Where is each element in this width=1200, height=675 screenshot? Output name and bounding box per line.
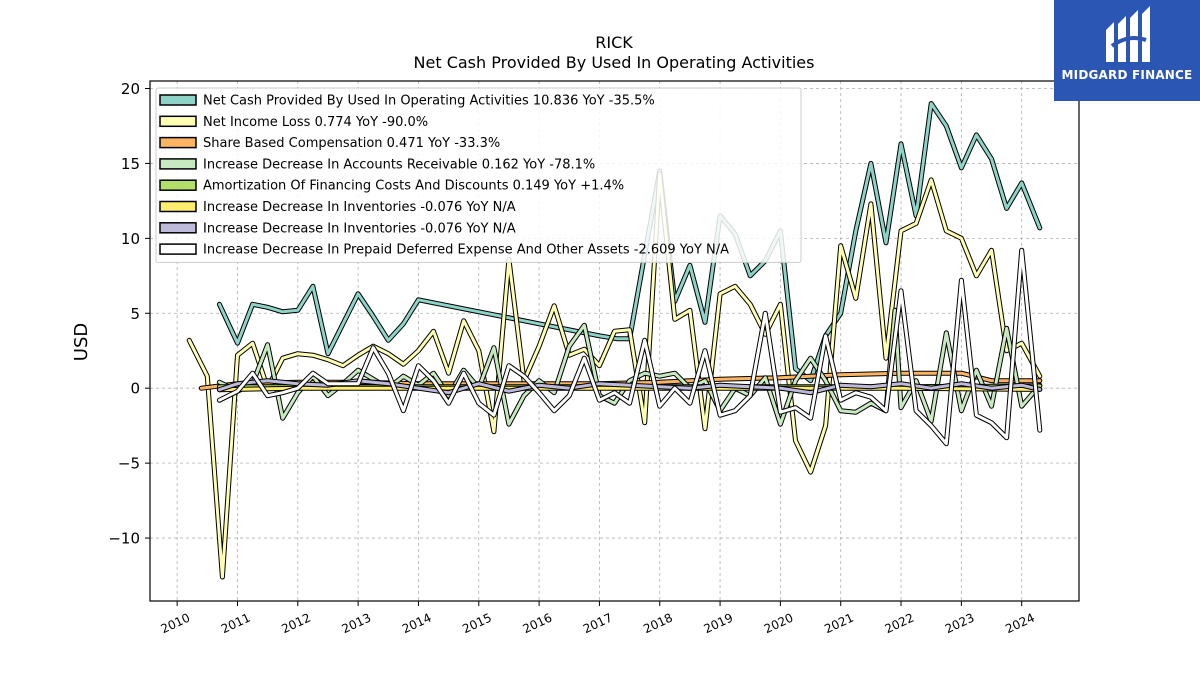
midgard-logo-icon: [1106, 6, 1150, 62]
legend-label-7: Increase Decrease In Prepaid Deferred Ex…: [203, 243, 729, 258]
y-tick-label: 5: [130, 305, 140, 323]
x-tick-label: 2023: [943, 611, 977, 637]
legend-box: [155, 87, 802, 263]
legend-swatch-2: [159, 136, 197, 149]
legend-swatch-6: [159, 222, 197, 234]
plot-frame: [149, 80, 1080, 602]
y-axis-label: USD: [71, 323, 92, 361]
legend-label-4: Amortization Of Financing Costs And Disc…: [203, 179, 624, 194]
x-tick-label: 2021: [822, 611, 856, 637]
x-tick-label: 2017: [581, 611, 615, 637]
x-tick-label: 2014: [400, 611, 434, 637]
x-tick-label: 2020: [762, 611, 796, 637]
x-tick-label: 2011: [219, 611, 253, 637]
series-line-7: [217, 248, 1042, 446]
series-line-0: [217, 102, 1042, 383]
x-tick-label: 2024: [1003, 611, 1037, 637]
series-lines: [186, 101, 1043, 580]
legend-swatch-7: [159, 243, 197, 255]
legend-label-0: Net Cash Provided By Used In Operating A…: [203, 94, 655, 109]
x-tick-label: 2012: [279, 611, 313, 637]
legend-label-3: Increase Decrease In Accounts Receivable…: [203, 157, 595, 172]
legend-swatch-4: [159, 179, 197, 191]
chart-subtitle: Net Cash Provided By Used In Operating A…: [414, 53, 815, 72]
y-tick-label: −10: [108, 530, 140, 548]
x-tick-label: 2010: [159, 611, 193, 637]
x-tick-label: 2022: [883, 611, 917, 637]
x-tick-label: 2015: [460, 611, 494, 637]
x-tick-label: 2016: [521, 611, 555, 637]
x-tick-label: 2013: [340, 611, 374, 637]
legend-swatch-5: [159, 200, 197, 213]
legend: Net Cash Provided By Used In Operating A…: [155, 87, 802, 263]
legend-label-6: Increase Decrease In Inventories -0.076 …: [203, 221, 516, 236]
midgard-logo-text: MIDGARD FINANCE: [1061, 68, 1193, 82]
y-tick-label: 0: [130, 380, 140, 398]
chart-title: RICK: [595, 33, 633, 52]
legend-swatch-1: [159, 115, 197, 128]
y-tick-label: 10: [121, 230, 140, 248]
legend-swatch-3: [159, 158, 197, 170]
legend-label-5: Increase Decrease In Inventories -0.076 …: [203, 200, 516, 215]
x-tick-label: 2018: [641, 611, 675, 637]
series-line-1: [187, 172, 1042, 579]
x-tick-label: 2019: [702, 611, 736, 637]
legend-swatch-0: [159, 94, 197, 106]
midgard-finance-logo: MIDGARD FINANCE: [1054, 0, 1200, 101]
legend-label-1: Net Income Loss 0.774 YoY -90.0%: [203, 115, 428, 130]
legend-label-2: Share Based Compensation 0.471 YoY -33.3…: [203, 136, 500, 151]
series-outline-7: [216, 247, 1043, 447]
y-tick-label: −5: [118, 455, 140, 473]
y-tick-label: 20: [121, 80, 140, 98]
y-tick-label: 15: [121, 155, 140, 173]
